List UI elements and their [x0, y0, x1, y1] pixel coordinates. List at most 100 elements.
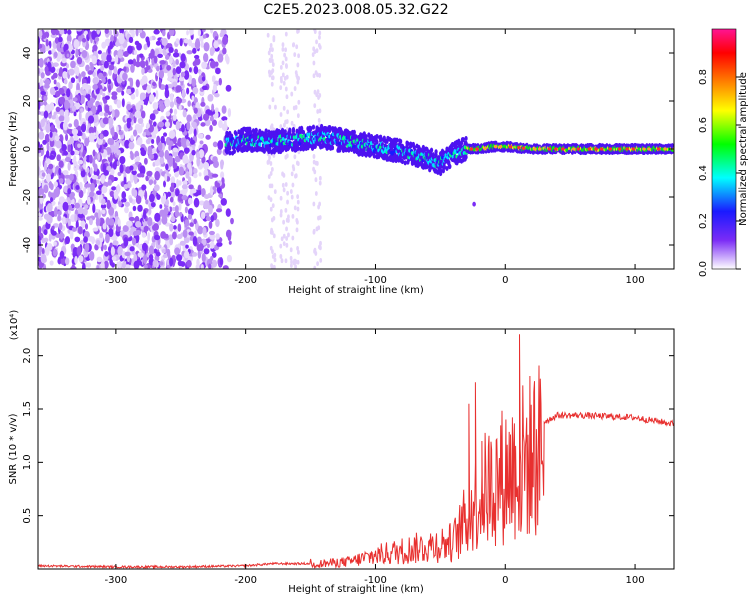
noise-mark — [217, 140, 224, 150]
noise-mark — [124, 201, 130, 207]
streak-mark — [318, 180, 322, 186]
noise-mark — [81, 50, 88, 59]
noise-mark — [141, 67, 145, 75]
noise-mark — [218, 77, 222, 86]
noise-mark — [189, 29, 194, 36]
noise-mark — [193, 197, 200, 208]
noise-mark — [74, 213, 78, 223]
streak-mark — [270, 123, 274, 129]
noise-mark — [74, 236, 81, 243]
streak-mark — [267, 69, 271, 75]
noise-mark — [174, 155, 181, 163]
noise-mark — [188, 74, 193, 85]
colorbar-tick-label: 0.8 — [698, 69, 709, 85]
noise-mark — [117, 49, 124, 59]
noise-mark — [153, 29, 160, 35]
streak-mark — [269, 171, 273, 176]
noise-mark — [152, 224, 159, 231]
noise-mark — [46, 242, 53, 251]
noise-mark — [131, 169, 137, 176]
noise-mark — [67, 218, 71, 227]
streak-mark — [314, 191, 318, 196]
noise-mark — [130, 64, 135, 73]
noise-mark — [216, 241, 223, 247]
streak-mark — [312, 166, 315, 172]
noise-mark — [81, 90, 87, 96]
noise-mark — [61, 57, 67, 64]
noise-mark — [83, 163, 86, 170]
noise-mark — [116, 99, 122, 109]
noise-mark — [169, 257, 174, 267]
streak-mark — [282, 219, 286, 225]
noise-mark — [183, 38, 189, 44]
noise-mark — [201, 252, 206, 263]
noise-mark — [131, 31, 135, 38]
noise-mark — [59, 230, 64, 240]
noise-mark — [38, 88, 41, 98]
noise-mark — [48, 50, 53, 55]
streak-mark — [313, 29, 317, 35]
noise-mark — [135, 155, 141, 162]
noise-mark — [107, 78, 112, 85]
colorbar-label: Normalized spectral amplitude — [738, 72, 749, 226]
noise-mark — [172, 114, 177, 121]
noise-mark — [133, 260, 140, 269]
noise-mark — [157, 142, 163, 152]
noise-mark — [189, 139, 195, 145]
noise-mark — [91, 55, 97, 65]
noise-mark — [187, 162, 192, 169]
noise-mark — [135, 88, 139, 98]
streak-mark — [273, 252, 277, 258]
noise-mark — [56, 56, 61, 62]
ridge-mark — [372, 153, 376, 159]
noise-mark — [107, 84, 112, 93]
noise-mark — [180, 71, 186, 78]
noise-mark — [38, 43, 43, 49]
noise-mark — [103, 260, 109, 269]
noise-mark — [128, 216, 135, 222]
noise-mark — [95, 239, 101, 246]
noise-mark — [84, 242, 90, 253]
noise-mark — [51, 115, 56, 120]
noise-mark — [67, 144, 71, 153]
noise-mark — [62, 71, 68, 79]
noise-mark — [188, 184, 194, 190]
noise-mark — [209, 241, 215, 249]
noise-mark — [45, 159, 50, 164]
noise-mark — [43, 110, 49, 119]
noise-mark — [131, 237, 137, 246]
noise-mark — [53, 188, 60, 198]
noise-mark — [74, 256, 78, 265]
noise-mark — [123, 176, 127, 186]
streak-mark — [318, 45, 322, 50]
x-tick-label: -300 — [105, 575, 128, 586]
snr-series-line — [38, 334, 674, 569]
noise-mark — [69, 229, 74, 240]
streak-mark — [290, 171, 294, 177]
noise-mark — [223, 119, 227, 130]
noise-mark — [106, 54, 112, 63]
noise-mark — [63, 150, 69, 156]
noise-mark — [125, 264, 131, 269]
streak-mark — [296, 161, 300, 167]
noise-mark — [153, 55, 158, 64]
noise-mark — [38, 152, 42, 158]
noise-mark — [66, 128, 73, 135]
noise-mark — [117, 171, 122, 177]
noise-mark — [177, 223, 182, 232]
streak-mark — [293, 258, 297, 264]
noise-mark — [134, 40, 140, 46]
noise-mark — [196, 236, 202, 244]
noise-mark — [63, 78, 68, 85]
noise-mark — [146, 170, 153, 177]
noise-mark — [90, 182, 95, 193]
noise-mark — [158, 69, 165, 79]
noise-mark — [108, 64, 115, 71]
noise-mark — [211, 103, 215, 112]
noise-mark — [78, 73, 82, 83]
colorbar-tick-label: 0.0 — [698, 261, 709, 277]
noise-mark — [92, 71, 96, 77]
noise-mark — [62, 121, 68, 131]
noise-mark — [38, 100, 41, 110]
